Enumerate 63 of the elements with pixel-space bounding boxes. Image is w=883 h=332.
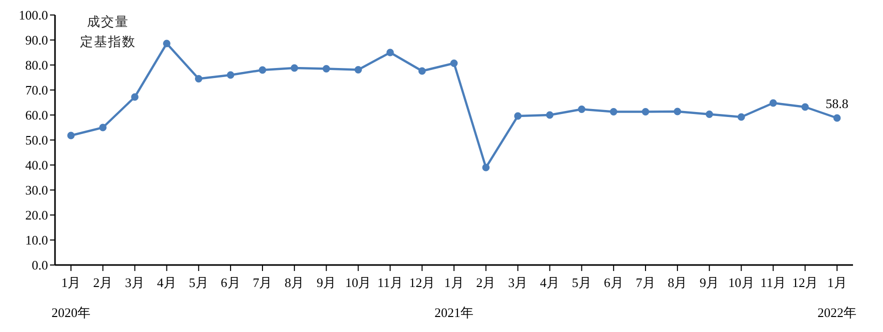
x-tick-label: 9月 (316, 275, 336, 290)
point (706, 110, 714, 118)
y-tick-label: 60.0 (25, 108, 48, 123)
x-tick-label: 10月 (345, 275, 372, 290)
point (833, 114, 841, 122)
x-tick-label: 6月 (604, 275, 624, 290)
point (131, 93, 138, 101)
point (163, 40, 170, 48)
x-tick-label: 4月 (540, 275, 560, 290)
point (258, 66, 266, 74)
x-tick-label: 1月 2020年 (51, 275, 90, 320)
x-tick-label: 8月 (284, 275, 304, 290)
x-tick-label: 5月 (572, 275, 592, 290)
x-tick-label: 7月 (636, 275, 656, 290)
point (290, 64, 298, 72)
y-tick-label: 20.0 (25, 208, 48, 223)
y-tick-label: 90.0 (25, 32, 48, 48)
point (354, 66, 362, 74)
point (546, 111, 554, 119)
x-tick-label: 2月 (476, 275, 496, 290)
point (770, 99, 777, 107)
y-tick-label: 100.0 (18, 8, 48, 23)
point (514, 112, 522, 120)
y-tick-label: 10.0 (25, 232, 48, 248)
point (67, 132, 75, 140)
x-tick-label: 9月 (700, 275, 720, 290)
y-tick-label: 80.0 (25, 58, 48, 73)
y-axis-title: 成交量定基指数 (80, 13, 136, 51)
point (801, 103, 809, 111)
x-tick-label: 1月 2022年 (818, 275, 857, 320)
point (322, 65, 330, 72)
point (386, 48, 394, 56)
data-label: 58.8 (826, 96, 848, 111)
y-tick-label: 0.0 (32, 258, 48, 273)
y-tick-label: 50.0 (25, 132, 48, 148)
x-tick-label: 11月 (377, 275, 403, 290)
point (450, 60, 458, 67)
x-tick-label: 8月 (668, 275, 688, 290)
y-tick-label: 40.0 (25, 158, 48, 173)
point (226, 71, 234, 79)
x-tick-label: 5月 (188, 275, 208, 290)
x-tick-label: 10月 (728, 275, 754, 290)
x-tick-label: 1月 2021年 (434, 275, 474, 320)
point (578, 106, 586, 113)
x-tick-label: 12月 (792, 275, 818, 290)
point (738, 113, 745, 121)
x-tick-label: 12月 (409, 275, 436, 290)
x-tick-label: 4月 (156, 275, 176, 290)
x-tick-label: 7月 (252, 275, 272, 290)
x-tick-label: 6月 (220, 275, 240, 290)
point (194, 75, 202, 82)
point (99, 124, 107, 132)
x-tick-label: 3月 (125, 275, 145, 290)
point (418, 67, 426, 75)
y-tick-label: 70.0 (25, 82, 48, 98)
point (610, 108, 618, 116)
point (482, 164, 490, 172)
x-tick-label: 3月 (508, 275, 528, 290)
x-tick-label: 11月 (760, 275, 786, 290)
x-tick-label: 2月 (93, 275, 113, 290)
point (642, 108, 650, 116)
point (674, 108, 682, 116)
y-tick-label: 30.0 (25, 182, 48, 198)
